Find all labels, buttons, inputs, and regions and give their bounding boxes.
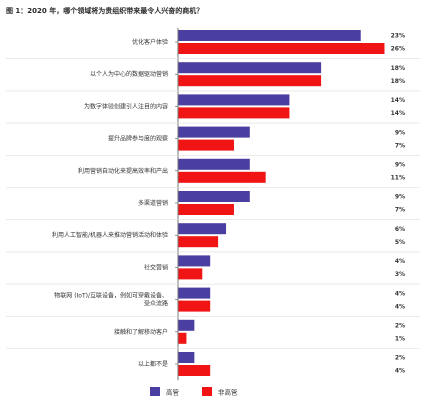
bar-executive bbox=[178, 319, 195, 331]
bar-non-executive bbox=[178, 365, 211, 376]
value-label: 14% bbox=[391, 110, 405, 117]
bar-non-executive bbox=[178, 300, 211, 312]
bar-non-executive bbox=[178, 236, 219, 248]
category-label: 利用营销自动化来提高效率和产出 bbox=[78, 167, 168, 175]
bar-non-executive bbox=[178, 139, 234, 151]
bar-non-executive bbox=[178, 171, 266, 183]
value-label: 18% bbox=[391, 78, 405, 85]
bar-non-executive bbox=[178, 204, 234, 215]
bar-executive bbox=[178, 30, 361, 41]
bar-executive bbox=[178, 94, 290, 106]
chart-legend: 高管 非高管 bbox=[150, 387, 238, 397]
value-label: 9% bbox=[395, 129, 405, 136]
bar-executive bbox=[178, 191, 250, 202]
category-label: 提升品牌参与度的观察 bbox=[108, 135, 168, 143]
bar-non-executive bbox=[178, 107, 290, 119]
figure-title: 图 1：2020 年，哪个领域将为贵组织带来最令人兴奋的商机？ bbox=[6, 7, 204, 15]
category-label: 以上都不是 bbox=[138, 360, 168, 368]
value-label: 23% bbox=[391, 33, 405, 40]
bar-executive bbox=[178, 352, 195, 363]
bar-non-executive bbox=[178, 43, 385, 54]
bar-non-executive bbox=[178, 75, 322, 87]
value-label: 9% bbox=[395, 194, 405, 201]
value-label: 2% bbox=[395, 355, 405, 362]
bars-layer: 优化客户体验 23% 26% 以个人为中心的数据驱动营销 18% 18% 为数字体验创建引人… bbox=[6, 28, 420, 381]
category-label: 利用人工智能/机器人来推动营销活动和体验 bbox=[52, 231, 168, 239]
category-label: 为数字体验创建引人注目的内容 bbox=[84, 102, 168, 110]
value-label: 1% bbox=[395, 336, 405, 343]
bar-executive bbox=[178, 223, 227, 235]
category-label: 社交营销 bbox=[144, 263, 168, 271]
legend-label-executive: 高管 bbox=[166, 388, 180, 397]
category-label: 受众流路 bbox=[144, 300, 168, 308]
legend-swatch-executive bbox=[150, 387, 160, 396]
value-label: 4% bbox=[395, 303, 405, 310]
category-label: 优化客户体验 bbox=[132, 38, 168, 46]
value-label: 6% bbox=[395, 226, 405, 233]
value-label: 4% bbox=[395, 290, 405, 297]
category-label: 接触和了解移动客户 bbox=[114, 328, 168, 336]
category-label: 物联网 (IoT)/互联设备，例如可穿戴设备、 bbox=[54, 292, 168, 300]
value-label: 7% bbox=[395, 142, 405, 149]
legend-label-non-executive: 非高管 bbox=[218, 388, 238, 397]
value-label: 2% bbox=[395, 323, 405, 330]
bar-executive bbox=[178, 255, 211, 267]
bar-non-executive bbox=[178, 268, 203, 280]
legend-swatch-non-executive bbox=[202, 387, 212, 396]
category-label: 以个人为中心的数据驱动营销 bbox=[90, 70, 168, 78]
value-label: 4% bbox=[395, 258, 405, 265]
bar-executive bbox=[178, 62, 322, 74]
bar-executive bbox=[178, 126, 250, 138]
bar-non-executive bbox=[178, 332, 187, 344]
bar-executive bbox=[178, 287, 211, 299]
value-label: 7% bbox=[395, 207, 405, 214]
category-label: 多渠道营销 bbox=[138, 199, 168, 207]
value-label: 26% bbox=[391, 46, 405, 53]
value-label: 14% bbox=[391, 97, 405, 104]
value-label: 4% bbox=[395, 368, 405, 375]
value-label: 18% bbox=[391, 65, 405, 72]
value-label: 9% bbox=[395, 162, 405, 169]
value-label: 11% bbox=[391, 175, 405, 182]
bar-executive bbox=[178, 158, 250, 170]
value-label: 3% bbox=[395, 271, 405, 278]
value-label: 5% bbox=[395, 239, 405, 246]
